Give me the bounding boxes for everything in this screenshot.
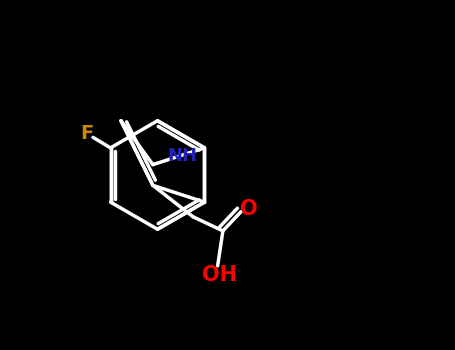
Text: OH: OH	[202, 265, 237, 285]
Text: F: F	[80, 124, 93, 143]
Text: O: O	[240, 199, 258, 219]
Text: NH: NH	[167, 147, 197, 165]
